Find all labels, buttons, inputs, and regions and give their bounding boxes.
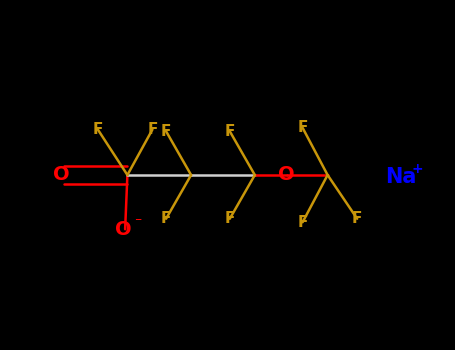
Text: F: F — [225, 211, 235, 226]
Text: F: F — [147, 122, 157, 137]
Text: ⁻: ⁻ — [134, 215, 142, 229]
Text: F: F — [298, 215, 308, 230]
Text: Na: Na — [385, 167, 416, 187]
Text: O: O — [53, 166, 70, 184]
Text: F: F — [161, 124, 171, 139]
Text: F: F — [161, 211, 171, 226]
Text: F: F — [93, 122, 103, 137]
Text: F: F — [352, 211, 362, 226]
Text: F: F — [225, 124, 235, 139]
Text: O: O — [115, 220, 131, 239]
Text: +: + — [412, 162, 424, 176]
Text: O: O — [278, 166, 295, 184]
Text: F: F — [298, 120, 308, 135]
